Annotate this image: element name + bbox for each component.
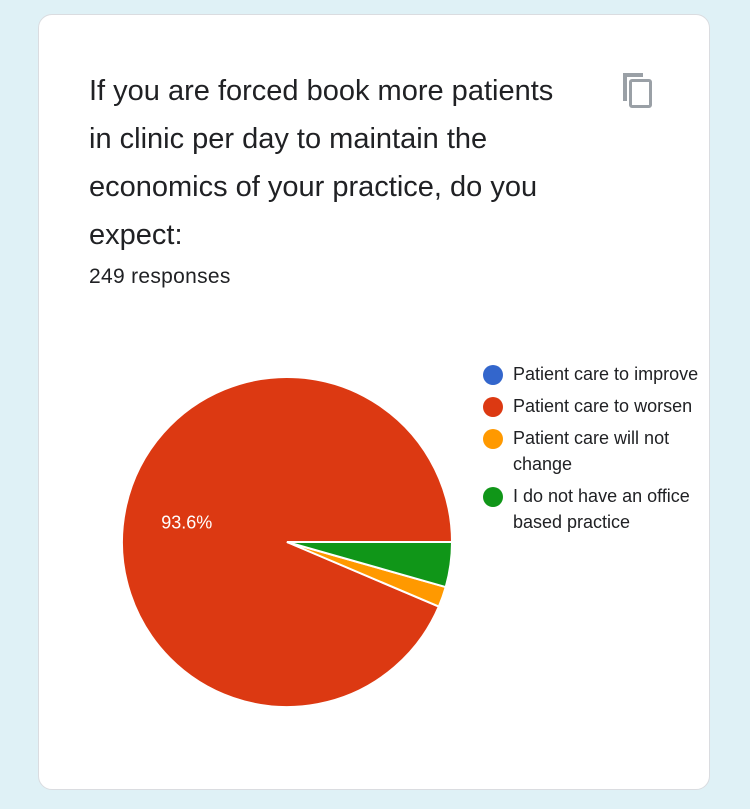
legend-label-3: Patient care will not change xyxy=(513,428,670,474)
legend-item-3[interactable]: Patient care will not change xyxy=(483,425,703,477)
legend-label-4: I do not have an office based practice xyxy=(513,486,690,532)
pie-slice-label-2: 93.6% xyxy=(161,513,212,533)
response-count: 249 responses xyxy=(89,265,231,288)
legend-label-1: Patient care to improve xyxy=(513,364,699,384)
question-card: If you are forced book more patients in … xyxy=(38,14,710,790)
legend-label-2: Patient care to worsen xyxy=(513,396,693,416)
pie-slice-4[interactable] xyxy=(286,541,454,589)
chart-legend: Patient care to improve Patient care to w… xyxy=(483,361,703,541)
legend-swatch-3 xyxy=(483,429,503,449)
legend-item-2[interactable]: Patient care to worsen xyxy=(483,393,703,419)
legend-swatch-4 xyxy=(483,487,503,507)
question-title: If you are forced book more patients in … xyxy=(89,75,554,251)
legend-item-1[interactable]: Patient care to improve xyxy=(483,361,703,387)
legend-swatch-1 xyxy=(483,365,503,385)
legend-item-4[interactable]: I do not have an office based practice xyxy=(483,483,703,535)
copy-chart-button[interactable] xyxy=(617,69,659,111)
legend-swatch-2 xyxy=(483,397,503,417)
pie-chart: 93.6% xyxy=(121,376,454,708)
copy-icon xyxy=(623,73,652,108)
